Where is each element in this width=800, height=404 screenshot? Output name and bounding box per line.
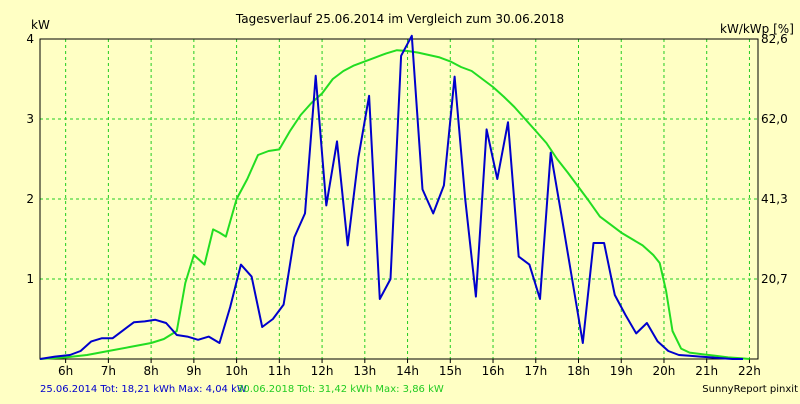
y-left-tick-label: 2 — [26, 192, 34, 206]
x-tick-label: 12h — [311, 364, 334, 378]
y-right-tick-label: 62,0 — [761, 112, 788, 126]
plot-area-frame — [39, 38, 759, 360]
x-tick-label: 8h — [143, 364, 158, 378]
y-right-tick-label: 82,6 — [761, 32, 788, 46]
x-tick-label: 21h — [695, 364, 718, 378]
series-line-1 — [39, 34, 743, 360]
series-line-2 — [39, 49, 750, 360]
x-tick-label: 19h — [610, 364, 633, 378]
y-left-tick-label: 4 — [26, 32, 34, 46]
x-tick-label: 16h — [482, 364, 505, 378]
x-tick-label: 6h — [58, 364, 73, 378]
y-left-tick-label: 3 — [26, 112, 34, 126]
legend-series-2-summary: 30.06.2018 Tot: 31,42 kWh Max: 3,86 kW — [237, 384, 444, 395]
x-tick-label: 17h — [524, 364, 547, 378]
x-tick-label: 9h — [186, 364, 201, 378]
chart-title: Tagesverlauf 25.06.2014 im Vergleich zum… — [235, 12, 564, 26]
right-axis-unit-label: kW/kWp [%] — [720, 22, 794, 36]
x-tick-label: 11h — [268, 364, 291, 378]
x-tick-label: 22h — [738, 364, 761, 378]
x-tick-label: 14h — [396, 364, 419, 378]
legend-series-1-summary: 25.06.2014 Tot: 18,21 kWh Max: 4,04 kW — [40, 384, 247, 395]
x-tick-label: 15h — [439, 364, 462, 378]
x-tick-label: 7h — [101, 364, 116, 378]
y-right-tick-label: 41,3 — [761, 192, 788, 206]
left-axis-unit-label: kW — [31, 18, 50, 32]
x-tick-label: 18h — [567, 364, 590, 378]
x-tick-label: 20h — [653, 364, 676, 378]
x-tick-label: 13h — [353, 364, 376, 378]
credit-label: SunnyReport pinxit — [702, 384, 798, 395]
x-tick-label: 10h — [225, 364, 248, 378]
y-right-tick-label: 20,7 — [761, 272, 788, 286]
y-left-tick-label: 1 — [26, 272, 34, 286]
